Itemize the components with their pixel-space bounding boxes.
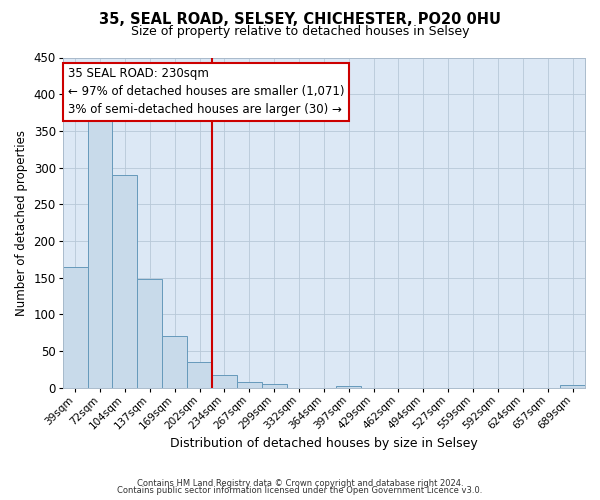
Bar	[212, 375, 237, 388]
Bar	[560, 386, 585, 388]
Bar	[337, 386, 361, 388]
Bar	[187, 362, 212, 388]
Text: 35 SEAL ROAD: 230sqm
← 97% of detached houses are smaller (1,071)
3% of semi-det: 35 SEAL ROAD: 230sqm ← 97% of detached h…	[68, 68, 344, 116]
Y-axis label: Number of detached properties: Number of detached properties	[15, 130, 28, 316]
Bar	[262, 384, 287, 388]
Text: Contains public sector information licensed under the Open Government Licence v3: Contains public sector information licen…	[118, 486, 482, 495]
X-axis label: Distribution of detached houses by size in Selsey: Distribution of detached houses by size …	[170, 437, 478, 450]
Bar	[137, 279, 162, 388]
Bar	[162, 336, 187, 388]
Text: 35, SEAL ROAD, SELSEY, CHICHESTER, PO20 0HU: 35, SEAL ROAD, SELSEY, CHICHESTER, PO20 …	[99, 12, 501, 28]
Bar	[88, 112, 112, 388]
Text: Size of property relative to detached houses in Selsey: Size of property relative to detached ho…	[131, 25, 469, 38]
Bar	[112, 175, 137, 388]
Bar	[63, 266, 88, 388]
Text: Contains HM Land Registry data © Crown copyright and database right 2024.: Contains HM Land Registry data © Crown c…	[137, 478, 463, 488]
Bar	[237, 382, 262, 388]
